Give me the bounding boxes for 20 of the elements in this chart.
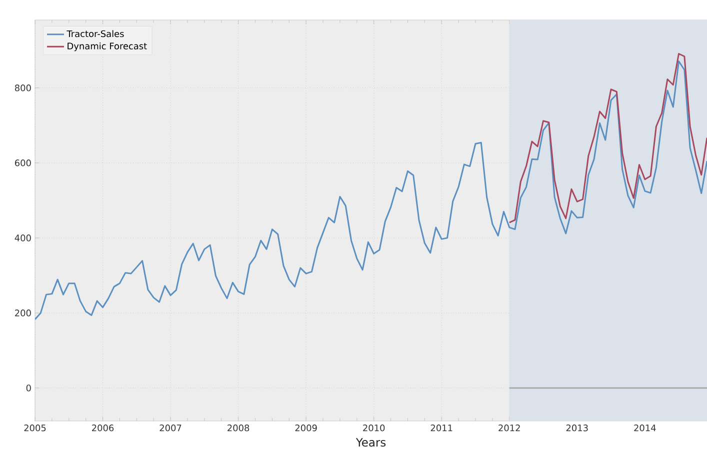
x-tick-label: 2011 bbox=[430, 424, 452, 432]
x-tick-label: 2010 bbox=[363, 424, 385, 432]
y-tick-label: 400 bbox=[14, 234, 31, 242]
x-tick-label: 2007 bbox=[160, 424, 182, 432]
x-tick-label: 2012 bbox=[498, 424, 520, 432]
legend-label: Tractor-Sales bbox=[66, 30, 124, 38]
x-tick-label: 2006 bbox=[92, 424, 114, 432]
legend-label: Dynamic Forecast bbox=[68, 42, 147, 52]
x-axis-title: Years bbox=[356, 438, 386, 447]
y-tick-label: 600 bbox=[15, 160, 31, 166]
x-tick-label: 2013 bbox=[566, 424, 588, 432]
y-tick-label: 0 bbox=[26, 384, 31, 392]
line-series bbox=[508, 52, 707, 224]
x-tick-label: 2009 bbox=[295, 424, 317, 432]
x-tick-label: 2008 bbox=[228, 424, 250, 432]
y-tick-label: 200 bbox=[15, 310, 31, 316]
line-series bbox=[35, 60, 707, 320]
x-tick-label: 2005 bbox=[24, 424, 46, 432]
y-tick-label: 800 bbox=[14, 84, 31, 92]
x-tick-label: 2014 bbox=[634, 424, 656, 432]
